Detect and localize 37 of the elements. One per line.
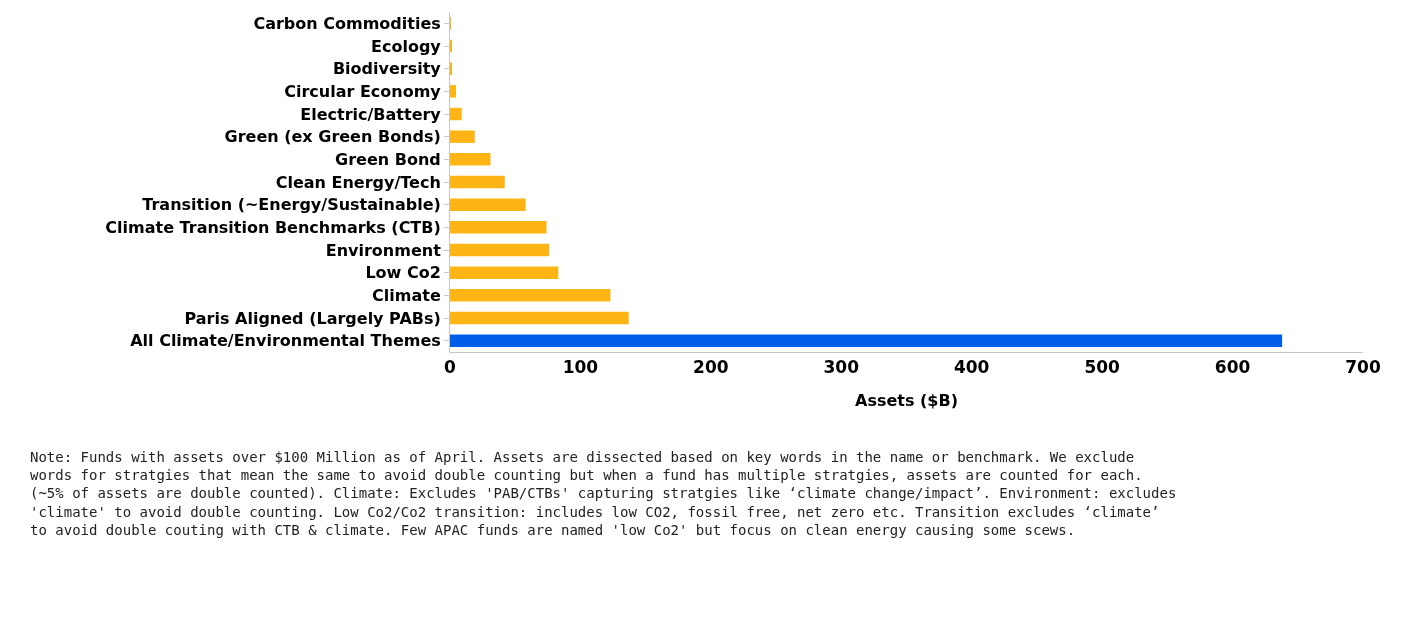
bar (450, 198, 526, 211)
x-tick-label: 100 (562, 357, 599, 378)
y-tick-label: Ecology (371, 36, 442, 56)
y-tick-label: Biodiversity (332, 59, 442, 79)
x-tick-label: 600 (1214, 357, 1251, 378)
bar (450, 334, 1283, 347)
y-tick-label: Low Co2 (365, 263, 441, 283)
x-tick-label: 400 (953, 357, 990, 378)
y-tick-label: Climate (372, 285, 441, 305)
y-tick-label: Green Bond (335, 149, 441, 169)
y-tick-label: Clean Energy/Tech (275, 172, 441, 192)
y-tick-label: Carbon Commodities (253, 13, 441, 33)
bar (450, 85, 456, 98)
bar (450, 221, 547, 234)
y-tick-label: All Climate/Environmental Themes (130, 331, 441, 351)
y-tick-label: Green (ex Green Bonds) (224, 127, 441, 147)
y-tick-label: Circular Economy (284, 81, 442, 101)
x-axis-title: Assets ($B) (855, 391, 958, 411)
y-tick-label: Transition (~Energy/Sustainable) (142, 195, 441, 215)
text: Note: Funds with assets over $100 Million as of April. Assets are dissected based on key words in the name or benchmark. We exclude words for stratgies that mean the same to avoid double counting but when a fund has multiple stratgies, assets are counted for each. (~5% of assets are double counted). Climate: Excludes 'PAB/CTBs' capturing stratgies like ‘climate change/impact’. Environment: excludes 'climate' to avoid double counting. Low Co2/Co2 transition: includes low CO2, fossil free, net zero etc. Transition excludes ‘climate’ to avoid double couting with CTB & climate. Few APAC funds are named 'low Co2' but focus on clean energy causing some scews. (30, 449, 1177, 538)
x-tick-label: 200 (693, 357, 729, 378)
bar (450, 175, 505, 189)
bar (450, 266, 559, 279)
y-tick-label: Climate Transition Benchmarks (CTB) (105, 217, 441, 237)
bar (450, 153, 491, 166)
bar (450, 311, 629, 325)
x-tick-label: 700 (1345, 357, 1381, 378)
bar (450, 243, 550, 257)
x-tick-label: 500 (1084, 357, 1121, 378)
x-tick-label: 0 (444, 357, 457, 378)
bar (450, 107, 462, 121)
bar (450, 289, 611, 302)
bar (450, 130, 475, 143)
y-tick-label: Environment (325, 240, 442, 260)
y-tick-label: Electric/Battery (300, 104, 442, 124)
y-tick-label: Paris Aligned (Largely PABs) (184, 308, 441, 328)
x-tick-label: 300 (823, 357, 860, 378)
